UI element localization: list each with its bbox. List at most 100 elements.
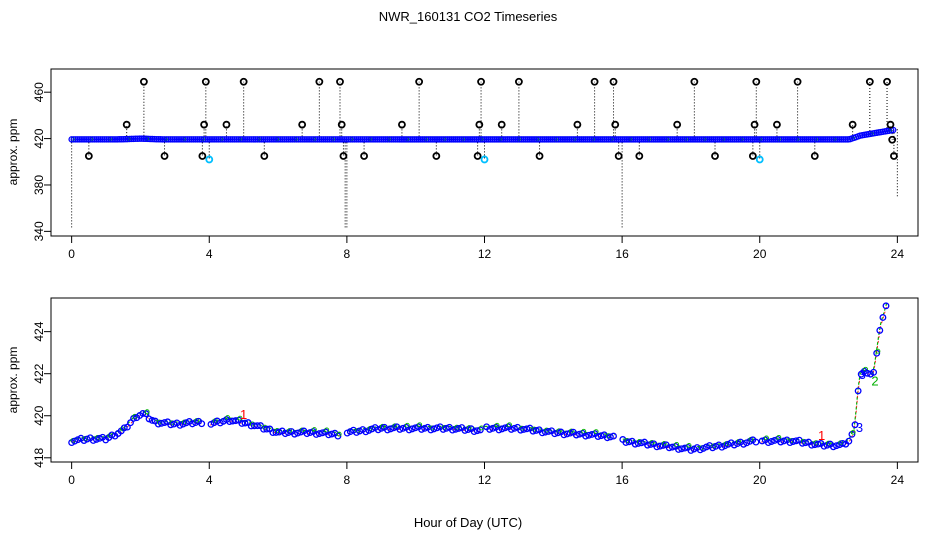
baseline-point — [188, 136, 195, 143]
baseline-point — [283, 136, 290, 143]
spike-point — [337, 120, 346, 129]
data-point — [384, 426, 391, 434]
data-point — [396, 425, 404, 433]
baseline-point — [276, 136, 284, 143]
spike-point — [398, 120, 406, 129]
data-point — [517, 426, 525, 434]
baseline-point — [396, 136, 404, 143]
baseline-point — [103, 136, 110, 143]
spike-point — [315, 77, 324, 86]
baseline-point — [456, 136, 463, 143]
baseline-point — [695, 136, 703, 143]
panel-bottom-x-tick-label: 12 — [478, 473, 492, 487]
baseline-point — [299, 136, 307, 143]
baseline-point — [194, 136, 201, 143]
baseline-point — [840, 136, 847, 143]
baseline-point — [231, 136, 238, 143]
data-point-alt — [287, 428, 293, 434]
baseline-point — [472, 136, 480, 143]
baseline-point — [206, 136, 214, 143]
data-point — [430, 425, 438, 433]
data-point-alt — [674, 441, 680, 447]
data-point — [545, 427, 552, 435]
baseline-point — [245, 136, 253, 143]
baseline-point — [836, 136, 843, 143]
baseline-point — [373, 136, 381, 143]
baseline-point — [113, 136, 121, 143]
baseline-point — [227, 136, 234, 143]
panel-top-x-tick-label: 8 — [344, 247, 351, 261]
data-point — [523, 425, 531, 433]
baseline-point — [733, 136, 740, 143]
data-point — [848, 430, 856, 438]
spike-point — [886, 120, 895, 129]
baseline-point — [594, 136, 602, 143]
data-point — [554, 429, 562, 437]
data-point — [644, 441, 652, 449]
data-point — [873, 349, 881, 357]
data-point-alt — [119, 426, 125, 432]
baseline-point — [229, 136, 236, 143]
data-point — [665, 444, 673, 452]
data-point — [108, 431, 116, 439]
spike-point — [635, 152, 644, 160]
data-point — [130, 414, 138, 422]
baseline-point — [563, 136, 571, 143]
data-point — [377, 424, 385, 432]
baseline-point — [510, 136, 517, 143]
baseline-point — [109, 136, 117, 143]
data-point — [823, 441, 831, 449]
baseline-point — [99, 136, 106, 143]
baseline-point — [221, 136, 228, 143]
baseline-point — [91, 136, 98, 143]
data-point — [820, 442, 828, 450]
baseline-point — [739, 136, 746, 143]
baseline-point — [285, 136, 292, 143]
baseline-point — [689, 136, 697, 143]
data-point — [154, 420, 162, 428]
baseline-point — [388, 136, 395, 143]
baseline-point — [642, 136, 649, 143]
data-point — [752, 438, 760, 446]
baseline-point — [786, 136, 794, 143]
baseline-point — [270, 136, 278, 143]
baseline-point — [324, 136, 331, 143]
baseline-point — [289, 136, 296, 143]
baseline-point — [547, 136, 554, 143]
baseline-point — [790, 136, 798, 143]
spike-point — [609, 77, 618, 86]
baseline-point — [303, 136, 311, 143]
baseline-point — [683, 136, 691, 143]
data-point — [808, 441, 816, 449]
baseline-point — [202, 136, 210, 143]
data-point — [786, 439, 794, 447]
baseline-point — [677, 136, 684, 143]
baseline-point — [834, 136, 841, 143]
spike-point — [750, 120, 759, 129]
baseline-point — [89, 136, 96, 143]
data-point — [161, 419, 168, 427]
baseline-point — [539, 136, 546, 143]
baseline-point — [138, 135, 146, 142]
spike-point — [793, 77, 802, 86]
data-point — [284, 429, 292, 437]
baseline-point — [590, 136, 598, 143]
data-point — [792, 437, 800, 445]
baseline-point — [636, 136, 643, 143]
baseline-point — [159, 136, 166, 143]
panel-bottom-ylabel: approx. ppm — [6, 347, 20, 414]
baseline-point — [400, 136, 408, 143]
data-point — [238, 420, 246, 427]
baseline-point — [825, 136, 833, 143]
baseline-point — [838, 136, 845, 143]
baseline-point — [522, 136, 530, 143]
data-point — [123, 423, 131, 431]
data-point — [96, 434, 103, 442]
data-point — [263, 425, 271, 433]
data-point — [328, 430, 336, 438]
data-point — [148, 416, 156, 424]
data-point — [560, 431, 568, 439]
baseline-point — [163, 136, 170, 143]
spike-point — [890, 152, 898, 160]
